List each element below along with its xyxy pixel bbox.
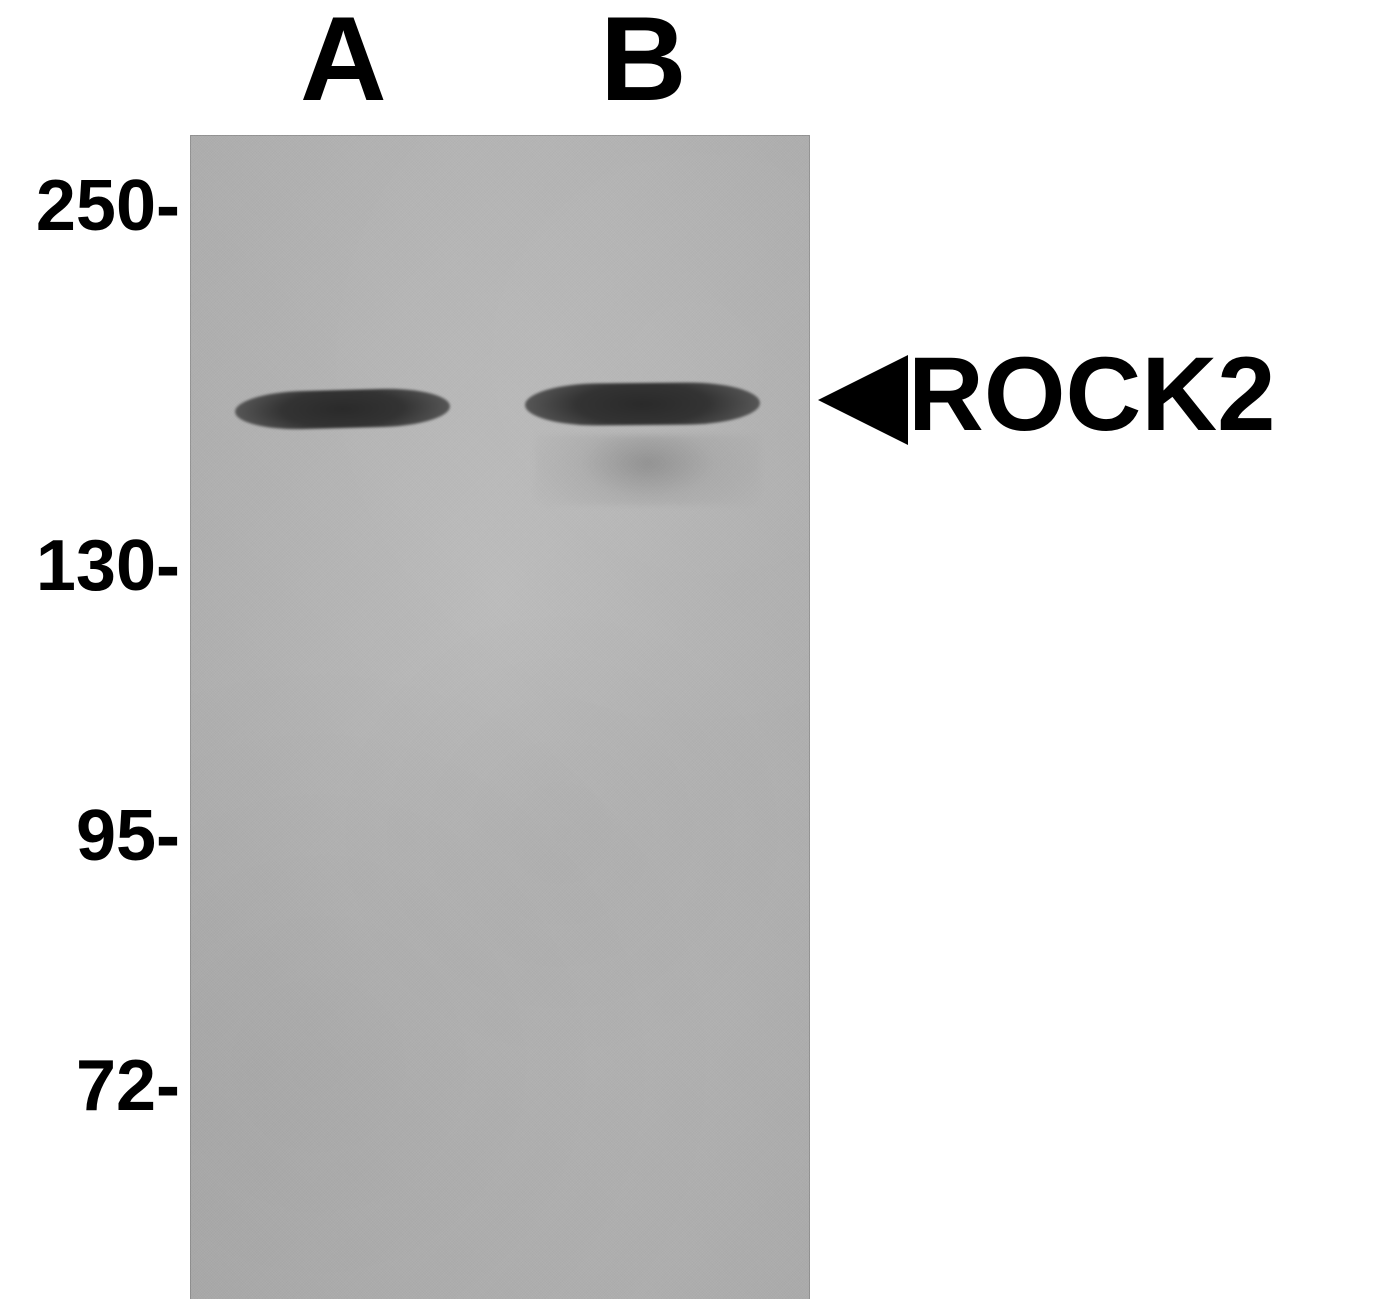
mw-marker-72: 72-: [10, 1045, 180, 1127]
blot-membrane: [190, 135, 810, 1299]
figure-canvas: A B 250- 130- 95- 72- ROCK2: [0, 0, 1389, 1299]
mw-marker-250: 250-: [10, 165, 180, 247]
blot-border: [190, 135, 810, 1299]
lane-label-a: A: [300, 0, 387, 128]
lane-label-b: B: [600, 0, 687, 128]
mw-marker-95: 95-: [10, 795, 180, 877]
arrow-left-icon: [818, 355, 908, 445]
mw-marker-130: 130-: [10, 525, 180, 607]
band-pointer-label: ROCK2: [908, 335, 1276, 455]
